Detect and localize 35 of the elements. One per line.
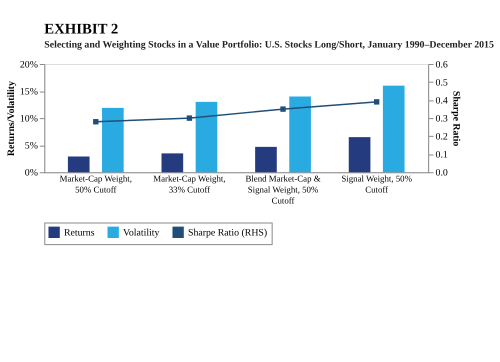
y-tick-label: 0% (24, 168, 38, 179)
y-tick-label: 20% (20, 59, 38, 70)
y-tick-label: 15% (20, 86, 38, 98)
bar (382, 86, 405, 172)
x-tick-label: Signal Weight, 50% Cutoff (341, 174, 413, 194)
legend-label: Volatility (123, 227, 160, 238)
point (280, 106, 286, 112)
bar (255, 146, 277, 172)
x-tick-label: Market-Cap Weight, 33% Cutoff (153, 174, 226, 194)
y-axis-title: Returns/Volatility (6, 81, 17, 156)
y2-tick-label: 0.5 (436, 77, 448, 88)
chart-title: EXHIBIT 2 (44, 21, 118, 38)
y-tick-label: 10% (20, 114, 38, 125)
point (186, 115, 192, 121)
bar (196, 102, 218, 172)
y2-tick-label: 0.2 (436, 132, 448, 143)
y2-tick-label: 0.6 (436, 59, 448, 70)
x-tick-label: Blend Market-Cap & Signal Weight, 50% Cutoff (245, 174, 321, 206)
point (93, 119, 98, 124)
point (374, 99, 380, 105)
bar (162, 153, 184, 172)
y-tick-label: 5% (24, 140, 38, 152)
y2-tick-label: 0.3 (436, 114, 448, 125)
y2-tick-label: 0.1 (436, 150, 448, 161)
y2-axis-title: Sharpe Ratio (450, 90, 462, 146)
bar (289, 96, 311, 172)
bar (68, 156, 90, 172)
x-tick-label: Market-Cap Weight, 50% Cutoff (60, 174, 132, 194)
y2-tick-label: 0.0 (436, 168, 448, 179)
bar (348, 137, 370, 172)
legend-label: Sharpe Ratio (RHS) (188, 227, 268, 238)
y2-tick-label: 0.4 (436, 96, 448, 107)
legend-label: Returns (64, 227, 95, 238)
chart-subtitle: Selecting and Weighting Stocks in a Value Portfolio: U.S. Stocks Long/Short, January 1990–December 2015 (44, 39, 494, 50)
bar (102, 108, 124, 172)
